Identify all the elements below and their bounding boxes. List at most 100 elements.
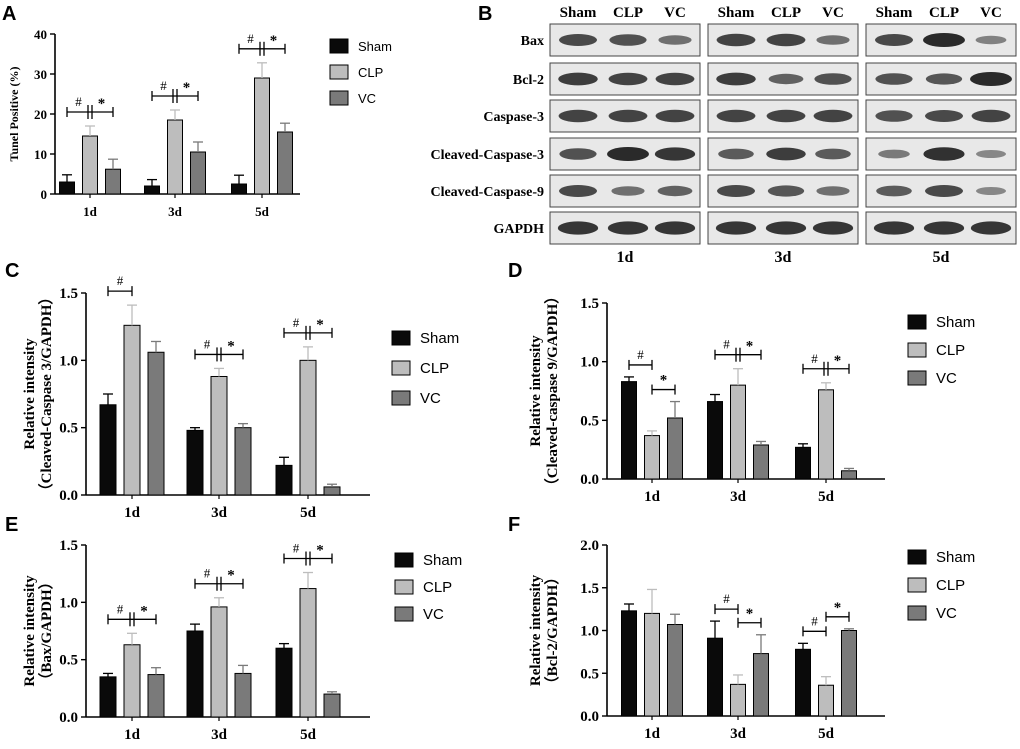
y-tick-label: 1.0 bbox=[59, 595, 78, 611]
bar-clp bbox=[210, 606, 228, 718]
bar-vc bbox=[323, 693, 341, 718]
blot-band bbox=[925, 73, 963, 85]
lane-label: CLP bbox=[613, 5, 643, 21]
sig-mark-hash: # bbox=[117, 273, 124, 288]
sig-mark-hash: # bbox=[637, 347, 644, 362]
y-tick-label: 1.5 bbox=[580, 296, 599, 312]
lane-label: VC bbox=[980, 5, 1002, 21]
legend-label: Sham bbox=[358, 39, 392, 54]
lane-label: VC bbox=[664, 5, 686, 21]
panel-label: B bbox=[478, 3, 492, 25]
bar-sham bbox=[621, 610, 637, 717]
bar-clp bbox=[123, 324, 141, 496]
bar-clp bbox=[730, 384, 746, 480]
x-tick-label: 5d bbox=[818, 489, 835, 505]
protein-label: Cleaved-Caspase-9 bbox=[430, 185, 544, 200]
protein-label: Bax bbox=[521, 34, 544, 49]
blot-band bbox=[608, 72, 648, 86]
legend-swatch bbox=[391, 390, 411, 406]
blot-band bbox=[766, 33, 806, 47]
x-tick-label: 5d bbox=[255, 204, 270, 219]
legend-label: VC bbox=[358, 91, 376, 106]
y-tick-label: 1.5 bbox=[59, 538, 78, 554]
protein-label: GAPDH bbox=[493, 222, 544, 237]
legend-label: VC bbox=[936, 370, 957, 387]
bar-vc bbox=[147, 351, 165, 496]
lane-label: Sham bbox=[560, 5, 597, 21]
lane-label: Sham bbox=[718, 5, 755, 21]
lane-label: CLP bbox=[771, 5, 801, 21]
blot-timepoint-label: 5d bbox=[933, 249, 950, 266]
legend-swatch bbox=[907, 605, 927, 621]
bar-clp bbox=[299, 588, 317, 718]
blot-band bbox=[816, 186, 850, 196]
legend-label: CLP bbox=[420, 360, 449, 377]
chart-panel-a: A 0 10 20 30 40 Tunel Positive (%) 1d 3d 5d # * # * # *… bbox=[2, 3, 392, 219]
sig-mark-hash: # bbox=[723, 337, 730, 352]
y-tick-label: 0 bbox=[41, 187, 48, 202]
blot-band bbox=[657, 185, 693, 197]
bar-sham bbox=[186, 630, 204, 718]
blot-band bbox=[925, 110, 963, 122]
blot-band bbox=[875, 73, 913, 85]
legend-label: CLP bbox=[936, 577, 965, 594]
bar-vc bbox=[841, 470, 857, 480]
bar-sham bbox=[707, 637, 723, 717]
bar-sham bbox=[275, 464, 293, 496]
blot-band bbox=[813, 109, 853, 123]
y-axis-label: Relative intensity bbox=[528, 335, 544, 447]
sig-mark-star: * bbox=[227, 338, 235, 354]
blot-band bbox=[875, 110, 913, 122]
blot-band bbox=[655, 109, 695, 123]
blot-band bbox=[812, 221, 854, 235]
legend-label: VC bbox=[420, 390, 441, 407]
blot-band bbox=[923, 221, 965, 235]
bar-clp bbox=[254, 77, 270, 195]
blot-band bbox=[970, 221, 1012, 235]
sig-mark-star: * bbox=[746, 606, 754, 622]
blot-band bbox=[976, 150, 1006, 158]
blot-band bbox=[607, 221, 649, 235]
y-axis-label-secondary: （Cleaved-Caspase 3/GAPDH） bbox=[37, 290, 55, 499]
x-tick-label: 3d bbox=[730, 489, 747, 505]
blot-band bbox=[976, 187, 1006, 195]
y-axis-label: Relative intensity bbox=[22, 575, 38, 687]
blot-band bbox=[654, 147, 696, 161]
x-tick-label: 1d bbox=[124, 727, 141, 743]
sig-mark-hash: # bbox=[811, 613, 818, 628]
blot-band bbox=[925, 185, 963, 197]
y-axis-label-secondary: （Bcl-2/GAPDH） bbox=[543, 570, 561, 692]
bar-vc bbox=[234, 427, 252, 496]
bar-vc bbox=[234, 672, 252, 718]
y-axis-label: Relative intensity bbox=[528, 574, 544, 686]
blot-band bbox=[655, 72, 695, 86]
sig-mark-hash: # bbox=[723, 591, 730, 606]
y-tick-label: 1.0 bbox=[59, 353, 78, 369]
panel-label: D bbox=[508, 260, 522, 282]
y-axis-label: Tunel Positive (%) bbox=[7, 67, 21, 162]
bar-sham bbox=[231, 183, 247, 195]
bar-sham bbox=[621, 381, 637, 480]
bar-clp bbox=[210, 375, 228, 496]
blot-band bbox=[715, 221, 757, 235]
protein-label: Bcl-2 bbox=[513, 73, 544, 88]
blot-band bbox=[765, 221, 807, 235]
legend-swatch bbox=[391, 330, 411, 346]
sig-mark-hash: # bbox=[811, 351, 818, 366]
blot-band bbox=[654, 221, 696, 235]
y-tick-label: 40 bbox=[34, 27, 47, 42]
legend-swatch bbox=[394, 552, 414, 568]
legend-label: Sham bbox=[936, 314, 975, 331]
sig-mark-star: * bbox=[746, 339, 754, 355]
bar-sham bbox=[795, 446, 811, 480]
blot-band bbox=[607, 147, 649, 161]
legend-swatch bbox=[329, 38, 349, 54]
sig-mark-star: * bbox=[98, 96, 106, 112]
sig-mark-star: * bbox=[316, 543, 324, 559]
sig-mark-star: * bbox=[316, 317, 324, 333]
legend-label: CLP bbox=[936, 342, 965, 359]
legend-swatch bbox=[394, 579, 414, 595]
x-tick-label: 3d bbox=[168, 204, 183, 219]
y-tick-label: 30 bbox=[34, 67, 47, 82]
blot-band bbox=[766, 109, 806, 123]
